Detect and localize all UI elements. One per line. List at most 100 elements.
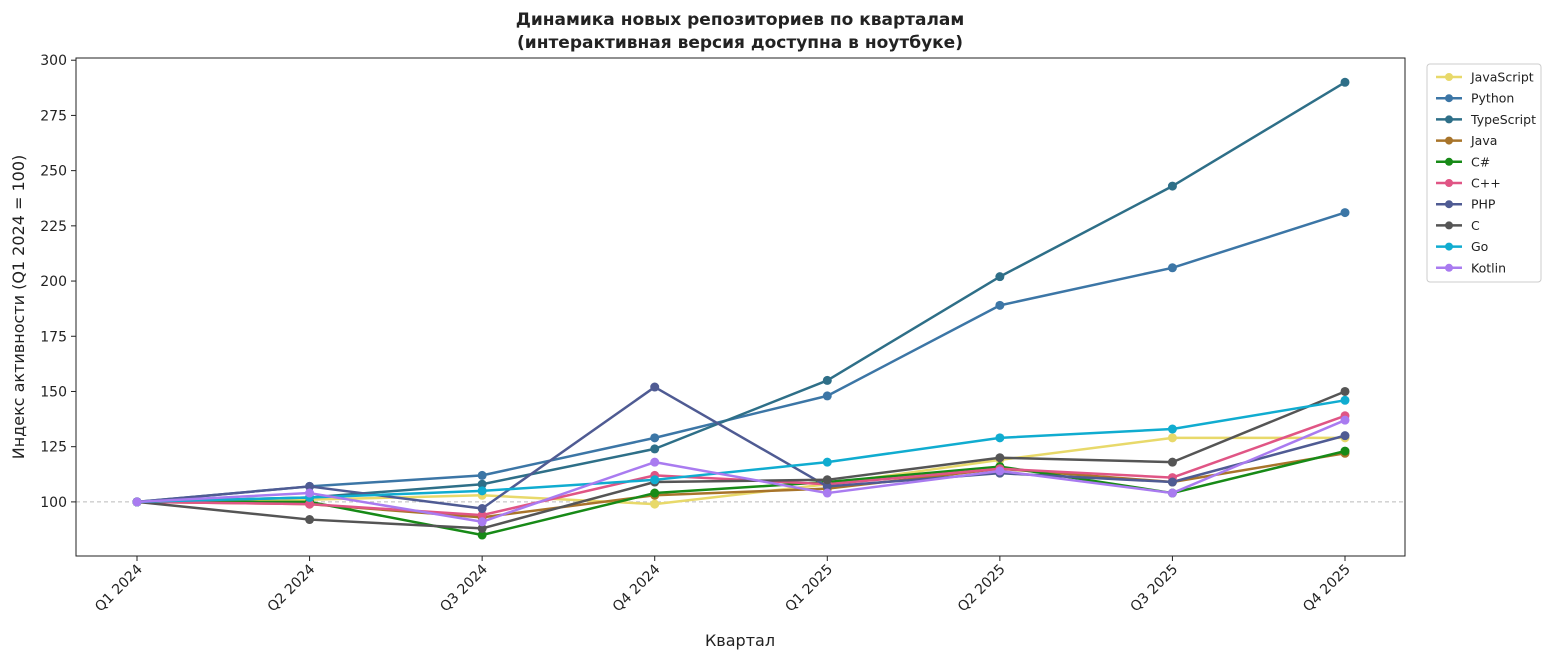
series-c- (132, 411, 1350, 520)
x-tick-label: Q2 2025 (955, 562, 1009, 616)
legend-item: Kotlin (1436, 260, 1506, 275)
y-tick-label: 250 (40, 164, 67, 180)
data-point (822, 475, 832, 485)
y-axis-label: Индекс активности (Q1 2024 = 100) (9, 155, 28, 460)
series-c (132, 386, 1350, 533)
data-point (305, 515, 315, 525)
y-tick-label: 275 (40, 108, 67, 124)
x-tick-label: Q2 2024 (265, 561, 319, 615)
data-point (1340, 77, 1350, 87)
data-point (1167, 457, 1177, 467)
x-axis-label: Квартал (705, 631, 775, 650)
x-tick-label: Q3 2025 (1128, 562, 1182, 616)
legend-label: Kotlin (1471, 260, 1506, 275)
y-tick-label: 300 (40, 53, 67, 69)
y-tick-label: 200 (40, 274, 67, 290)
y-tick-label: 100 (40, 495, 67, 511)
legend-item: Go (1436, 239, 1488, 254)
data-point (822, 391, 832, 401)
data-point (650, 457, 660, 467)
data-point (1340, 208, 1350, 218)
legend-label: PHP (1471, 197, 1496, 212)
legend-item: JavaScript (1436, 70, 1534, 85)
series-kotlin (132, 415, 1350, 527)
data-point (1167, 433, 1177, 443)
data-point (305, 499, 315, 509)
data-point (650, 433, 660, 443)
y-tick-label: 175 (40, 329, 67, 345)
data-point (1167, 181, 1177, 191)
legend-item: C# (1436, 154, 1490, 169)
data-point (995, 466, 1005, 476)
data-point (1340, 415, 1350, 425)
data-point (1167, 477, 1177, 487)
data-point (1167, 488, 1177, 498)
x-tick-label: Q4 2024 (610, 561, 664, 615)
legend-label: Java (1470, 133, 1497, 148)
data-point (477, 470, 487, 480)
series-line (136, 385, 1346, 510)
chart-subtitle: (интерактивная версия доступна в ноутбук… (517, 33, 963, 53)
legend-item: TypeScript (1436, 112, 1536, 127)
data-point (477, 510, 487, 520)
series-typescript (132, 77, 1350, 507)
legend-label: JavaScript (1470, 70, 1534, 85)
x-tick-label: Q1 2025 (782, 562, 836, 616)
y-tick-label: 125 (40, 440, 67, 456)
legend-swatch-marker (1445, 242, 1453, 251)
data-point (995, 453, 1005, 463)
legend-item: C++ (1436, 176, 1501, 191)
legend-label: C++ (1471, 176, 1501, 191)
data-point (650, 475, 660, 485)
data-point (650, 382, 660, 392)
data-point (477, 479, 487, 489)
legend-item: PHP (1436, 197, 1496, 212)
data-point (1167, 263, 1177, 273)
data-point (822, 457, 832, 467)
legend-swatch-marker (1445, 115, 1453, 124)
legend-item: Java (1436, 133, 1497, 148)
data-point (822, 481, 832, 491)
x-tick-label: Q3 2024 (437, 561, 491, 615)
legend-label: Python (1471, 91, 1514, 106)
data-point (477, 517, 487, 527)
y-tick-label: 225 (40, 219, 67, 235)
data-point (1340, 431, 1350, 441)
legend-label: TypeScript (1470, 112, 1536, 127)
plot-frame (75, 57, 1406, 557)
data-point (650, 444, 660, 454)
series-line (136, 211, 1346, 504)
legend-swatch-marker (1445, 200, 1453, 209)
data-point (477, 486, 487, 496)
legend-swatch-marker (1445, 157, 1453, 166)
data-point (132, 497, 142, 507)
x-tick-label: Q4 2025 (1300, 562, 1354, 616)
legend-swatch-marker (1445, 73, 1453, 81)
legend-swatch-marker (1445, 221, 1453, 230)
data-point (995, 433, 1005, 443)
data-point (1167, 424, 1177, 434)
legend-item: C (1436, 218, 1480, 233)
data-point (822, 488, 832, 498)
legend-swatch-marker (1445, 136, 1453, 145)
data-point (1340, 386, 1350, 396)
legend: JavaScript Python TypeScript Java C# C++ PHP CG… (1426, 63, 1542, 283)
data-point (477, 530, 487, 540)
legend-label: Go (1471, 239, 1488, 254)
data-point (995, 272, 1005, 282)
data-point (650, 499, 660, 509)
series-line (136, 399, 1346, 504)
data-point (305, 481, 315, 491)
series-line (136, 390, 1346, 530)
data-point (1340, 446, 1350, 456)
series-go (132, 395, 1350, 507)
legend-swatch-marker (1445, 179, 1453, 187)
data-point (477, 504, 487, 514)
data-point (650, 488, 660, 498)
x-tick-label: Q1 2024 (92, 561, 146, 615)
legend-item: Python (1436, 91, 1514, 106)
data-point (822, 375, 832, 385)
legend-swatch-marker (1445, 94, 1453, 103)
series-line (136, 419, 1346, 524)
